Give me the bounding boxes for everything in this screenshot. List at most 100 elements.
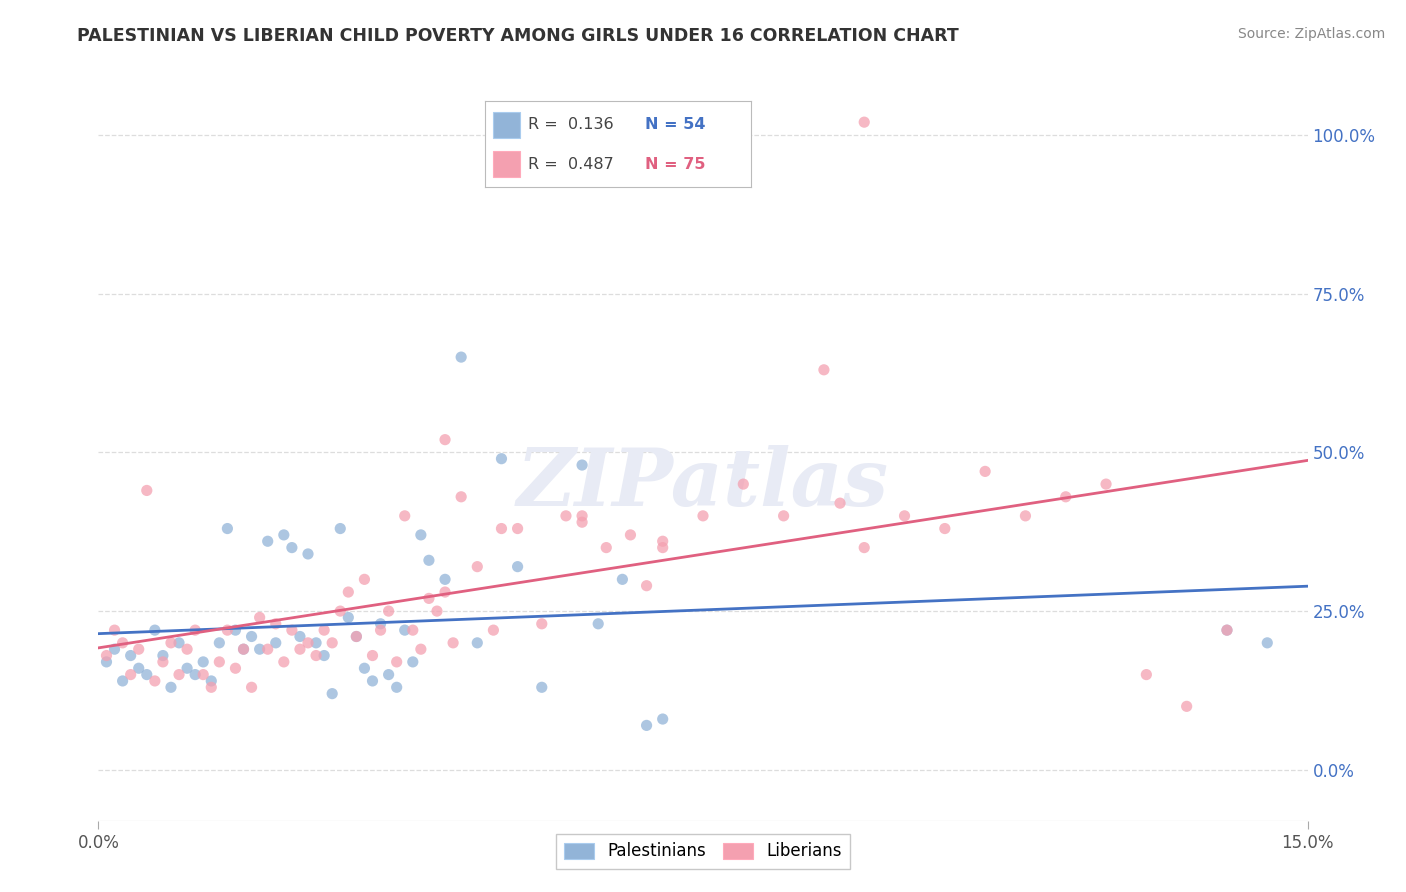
Point bbox=[450, 490, 472, 504]
Point bbox=[344, 630, 367, 644]
Point bbox=[217, 623, 239, 637]
Point bbox=[167, 636, 190, 650]
Point bbox=[224, 623, 246, 637]
Point bbox=[1216, 623, 1239, 637]
Point bbox=[385, 681, 408, 695]
Point bbox=[853, 541, 876, 555]
Point bbox=[232, 642, 254, 657]
Point bbox=[281, 623, 304, 637]
Point bbox=[426, 604, 449, 618]
Point bbox=[305, 648, 328, 663]
Point bbox=[555, 508, 578, 523]
Point bbox=[828, 496, 851, 510]
Point bbox=[184, 667, 207, 681]
Point bbox=[402, 623, 425, 637]
Point bbox=[240, 681, 263, 695]
Point bbox=[377, 667, 399, 681]
Point bbox=[249, 642, 271, 657]
Point bbox=[934, 522, 956, 536]
Point bbox=[651, 534, 673, 549]
Point bbox=[337, 585, 360, 599]
Point bbox=[1014, 508, 1036, 523]
Point bbox=[853, 115, 876, 129]
Point bbox=[418, 553, 440, 567]
Point bbox=[772, 508, 794, 523]
Point bbox=[160, 681, 183, 695]
Point bbox=[465, 636, 488, 650]
Point bbox=[96, 648, 118, 663]
Point bbox=[288, 642, 311, 657]
Point bbox=[184, 623, 207, 637]
Point bbox=[974, 464, 997, 478]
Point bbox=[506, 559, 529, 574]
Point bbox=[273, 655, 295, 669]
Point bbox=[893, 508, 915, 523]
Point bbox=[636, 718, 658, 732]
Point bbox=[329, 522, 352, 536]
Point bbox=[418, 591, 440, 606]
Point bbox=[305, 636, 328, 650]
Point bbox=[409, 528, 432, 542]
Point bbox=[321, 636, 343, 650]
Point bbox=[530, 616, 553, 631]
Point bbox=[595, 541, 617, 555]
Point bbox=[135, 483, 157, 498]
Text: PALESTINIAN VS LIBERIAN CHILD POVERTY AMONG GIRLS UNDER 16 CORRELATION CHART: PALESTINIAN VS LIBERIAN CHILD POVERTY AM… bbox=[77, 27, 959, 45]
Point bbox=[193, 667, 215, 681]
Point bbox=[281, 541, 304, 555]
Point bbox=[176, 642, 198, 657]
Point bbox=[111, 636, 134, 650]
Point bbox=[506, 522, 529, 536]
Point bbox=[120, 667, 142, 681]
Point bbox=[1054, 490, 1077, 504]
Point bbox=[273, 528, 295, 542]
Point bbox=[208, 636, 231, 650]
Point bbox=[337, 610, 360, 624]
Point bbox=[288, 630, 311, 644]
Point bbox=[135, 667, 157, 681]
Point bbox=[128, 642, 150, 657]
Legend: Palestinians, Liberians: Palestinians, Liberians bbox=[555, 834, 851, 869]
Point bbox=[370, 616, 392, 631]
Point bbox=[612, 572, 634, 586]
Point bbox=[434, 433, 457, 447]
Point bbox=[111, 673, 134, 688]
Point bbox=[344, 630, 367, 644]
Point bbox=[692, 508, 714, 523]
Point bbox=[96, 655, 118, 669]
Point bbox=[385, 655, 408, 669]
Point bbox=[733, 477, 755, 491]
Point bbox=[1175, 699, 1198, 714]
Point bbox=[619, 528, 641, 542]
Point bbox=[491, 522, 513, 536]
Point bbox=[256, 642, 278, 657]
Point bbox=[256, 534, 278, 549]
Point bbox=[370, 623, 392, 637]
Point bbox=[1095, 477, 1118, 491]
Text: ZIPatlas: ZIPatlas bbox=[517, 445, 889, 522]
Point bbox=[264, 636, 287, 650]
Point bbox=[571, 458, 593, 472]
Point bbox=[200, 673, 222, 688]
Point bbox=[176, 661, 198, 675]
Point bbox=[465, 559, 488, 574]
Point bbox=[491, 451, 513, 466]
Point bbox=[651, 712, 673, 726]
Point bbox=[120, 648, 142, 663]
Point bbox=[1216, 623, 1239, 637]
Point bbox=[321, 687, 343, 701]
Point bbox=[264, 616, 287, 631]
Point bbox=[813, 363, 835, 377]
Point bbox=[297, 547, 319, 561]
Point bbox=[193, 655, 215, 669]
Point bbox=[434, 572, 457, 586]
Point bbox=[571, 508, 593, 523]
Point bbox=[224, 661, 246, 675]
Point bbox=[217, 522, 239, 536]
Point bbox=[353, 661, 375, 675]
Point bbox=[314, 648, 336, 663]
Point bbox=[329, 604, 352, 618]
Point bbox=[297, 636, 319, 650]
Point bbox=[152, 648, 174, 663]
Point bbox=[167, 667, 190, 681]
